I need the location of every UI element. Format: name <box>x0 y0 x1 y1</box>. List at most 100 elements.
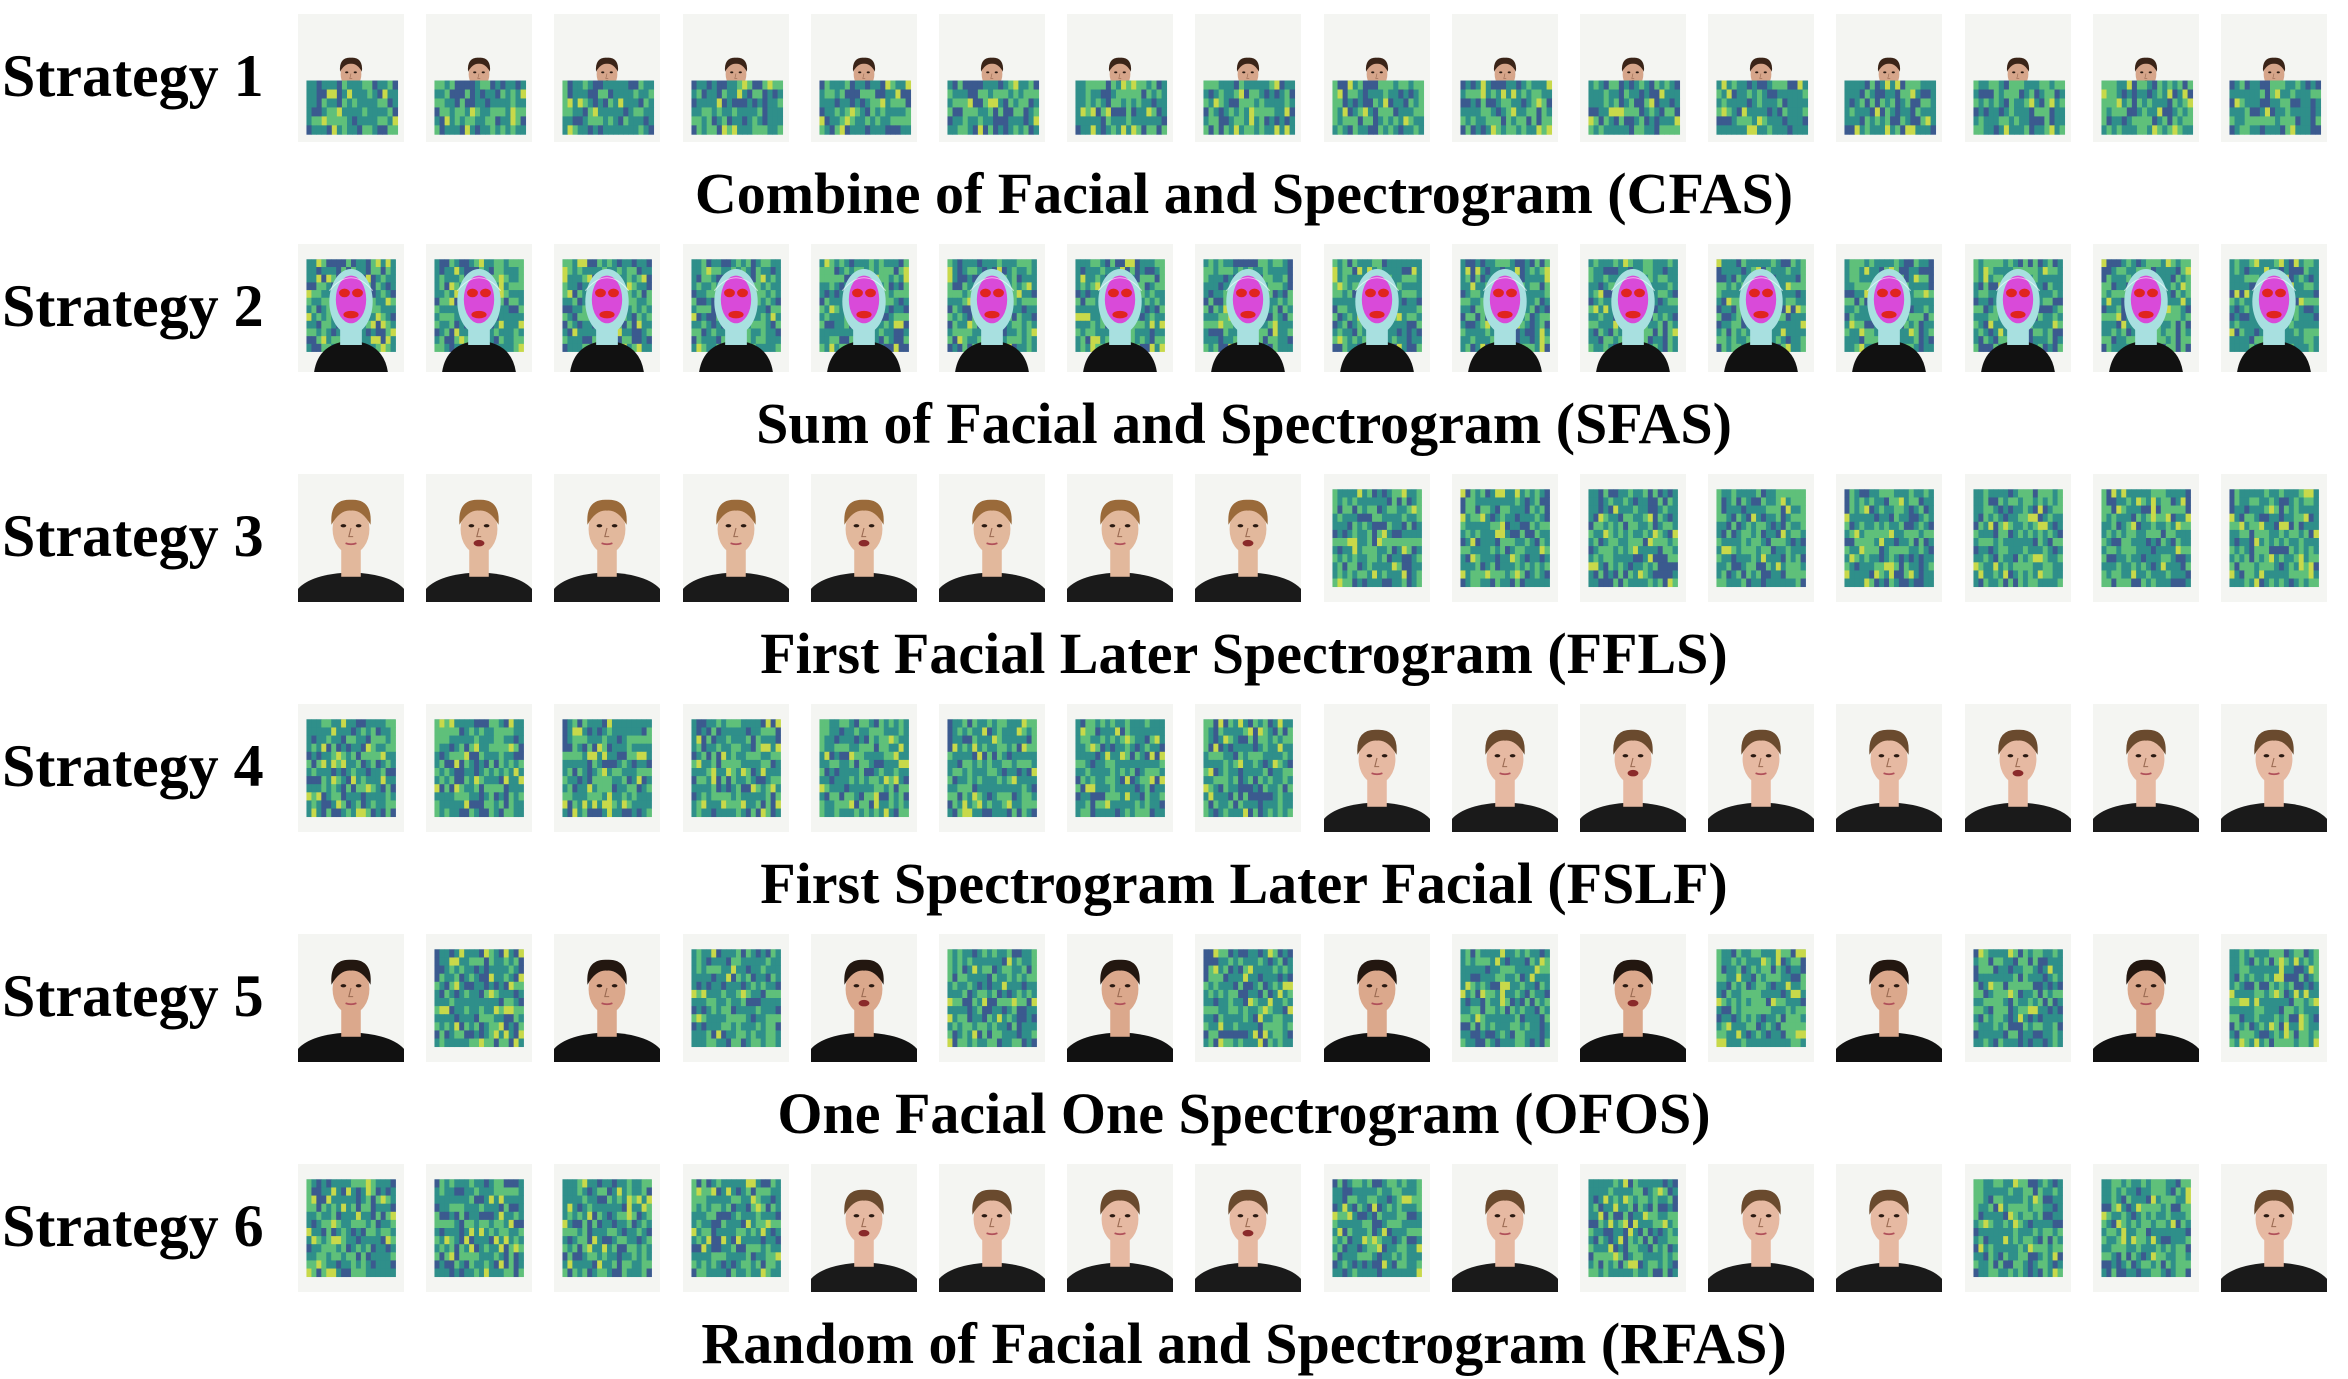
overlay-frame <box>1323 244 1430 372</box>
combined-frame <box>939 14 1045 142</box>
overlay-frame <box>2092 244 2199 372</box>
combined-frame <box>1580 14 1686 142</box>
combined-frame <box>1964 14 2071 142</box>
overlay-frame <box>426 244 533 372</box>
strategy-caption: Random of Facial and Spectrogram (RFAS) <box>701 1311 1787 1376</box>
spectrogram-frame <box>426 934 533 1062</box>
strategy-label: Strategy 3 <box>2 503 264 569</box>
combined-frame <box>2221 14 2327 142</box>
spectrogram-frame <box>1067 704 1174 832</box>
spectrogram-frame <box>426 1164 533 1292</box>
spectrogram-frame <box>1708 934 1815 1062</box>
strategy-caption: Combine of Facial and Spectrogram (CFAS) <box>694 161 1794 226</box>
facial-frame <box>2092 934 2199 1062</box>
spectrogram-frame <box>554 704 661 832</box>
facial-frame <box>1451 1164 1558 1292</box>
facial-frame <box>1067 934 1174 1062</box>
strategy-label: Strategy 2 <box>2 273 264 339</box>
spectrogram-frame <box>2092 474 2199 602</box>
spectrogram-frame <box>1964 474 2071 602</box>
strategy-label: Strategy 6 <box>2 1193 264 1259</box>
spectrogram-frame <box>939 934 1045 1062</box>
overlay-frame <box>939 244 1045 372</box>
strategy-label: Strategy 1 <box>2 43 264 109</box>
facial-frame <box>298 474 404 602</box>
strategy-caption: First Spectrogram Later Facial (FSLF) <box>760 851 1728 916</box>
spectrogram-frame <box>1195 704 1302 832</box>
facial-frame <box>1451 704 1558 832</box>
spectrogram-frame <box>2092 1164 2199 1292</box>
facial-frame <box>1067 1164 1174 1292</box>
facial-frame <box>554 934 661 1062</box>
spectrogram-frame <box>426 704 533 832</box>
strategy-caption: Sum of Facial and Spectrogram (SFAS) <box>756 391 1732 456</box>
spectrogram-frame <box>1323 474 1430 602</box>
facial-frame <box>1836 1164 1943 1292</box>
facial-frame <box>1067 474 1174 602</box>
facial-frame <box>426 474 533 602</box>
overlay-frame <box>1836 244 1943 372</box>
facial-frame <box>2221 1164 2327 1292</box>
combined-frame <box>1836 14 1943 142</box>
combined-frame <box>298 14 404 142</box>
spectrogram-frame <box>2221 474 2327 602</box>
spectrogram-frame <box>1580 1164 1686 1292</box>
facial-frame <box>1323 934 1430 1062</box>
spectrogram-frame <box>810 704 917 832</box>
spectrogram-frame <box>1580 474 1686 602</box>
facial-frame <box>1836 704 1943 832</box>
spectrogram-frame <box>682 704 789 832</box>
facial-frame <box>1580 934 1686 1062</box>
spectrogram-frame <box>1964 1164 2071 1292</box>
facial-frame <box>1708 704 1815 832</box>
combined-frame <box>554 14 661 142</box>
facial-frame <box>298 934 404 1062</box>
combined-frame <box>2092 14 2199 142</box>
spectrogram-frame <box>682 1164 789 1292</box>
overlay-frame <box>1195 244 1302 372</box>
facial-frame <box>939 1164 1045 1292</box>
facial-frame <box>1964 704 2071 832</box>
overlay-frame <box>1708 244 1815 372</box>
facial-frame <box>1708 1164 1815 1292</box>
combined-frame <box>1067 14 1174 142</box>
overlay-frame <box>2221 244 2327 372</box>
facial-frame <box>682 474 789 602</box>
overlay-frame <box>298 244 404 372</box>
facial-frame <box>810 474 917 602</box>
combined-frame <box>426 14 533 142</box>
spectrogram-frame <box>1708 474 1815 602</box>
facial-frame <box>810 1164 917 1292</box>
facial-frame <box>2221 704 2327 832</box>
facial-frame <box>1836 934 1943 1062</box>
overlay-frame <box>1451 244 1558 372</box>
spectrogram-frame <box>1964 934 2071 1062</box>
spectrogram-frame <box>1451 934 1558 1062</box>
facial-frame <box>1195 474 1302 602</box>
spectrogram-frame <box>1195 934 1302 1062</box>
strategy-label: Strategy 5 <box>2 963 264 1029</box>
facial-frame <box>810 934 917 1062</box>
spectrogram-frame <box>554 1164 661 1292</box>
facial-frame <box>554 474 661 602</box>
facial-frame <box>2092 704 2199 832</box>
combined-frame <box>682 14 789 142</box>
overlay-frame <box>810 244 917 372</box>
spectrogram-frame <box>298 704 404 832</box>
spectrogram-frame <box>298 1164 404 1292</box>
overlay-frame <box>1067 244 1174 372</box>
overlay-frame <box>682 244 789 372</box>
overlay-frame <box>554 244 661 372</box>
combined-frame <box>1451 14 1558 142</box>
facial-frame <box>939 474 1045 602</box>
spectrogram-frame <box>2221 934 2327 1062</box>
overlay-frame <box>1580 244 1686 372</box>
facial-frame <box>1323 704 1430 832</box>
facial-frame <box>1195 1164 1302 1292</box>
spectrogram-frame <box>1836 474 1943 602</box>
combined-frame <box>1195 14 1302 142</box>
combined-frame <box>1708 14 1815 142</box>
strategy-label: Strategy 4 <box>2 733 264 799</box>
strategy-caption: One Facial One Spectrogram (OFOS) <box>777 1081 1711 1146</box>
